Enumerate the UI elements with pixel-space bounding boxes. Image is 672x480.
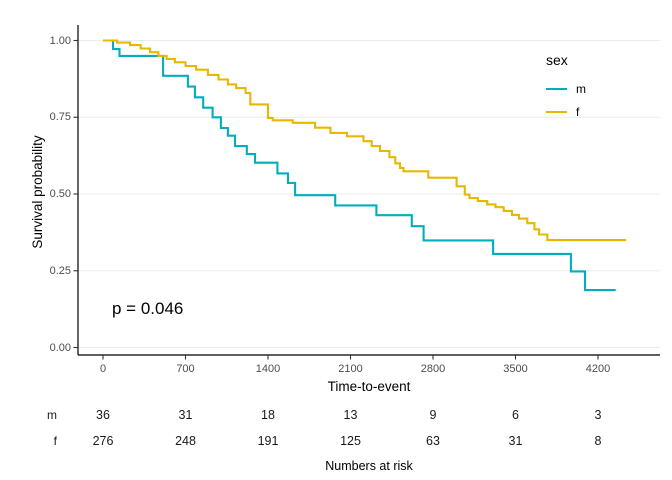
risk-count: 191 [257,434,279,448]
legend-label: m [576,81,586,96]
legend-label: f [576,104,580,119]
risk-count: 31 [178,408,193,422]
risk-count: 63 [426,434,440,448]
risk-row-label-m: m [47,408,57,422]
legend-key-line-f [546,110,567,113]
survival-curve-f [103,39,627,242]
x-tick-label: 2800 [420,363,446,375]
risk-row-label-f: f [53,434,57,448]
risk-count: 31 [508,434,523,448]
risk-count: 36 [96,408,110,422]
y-tick-label: 0.25 [49,264,71,277]
x-axis-title: Time-to-event [327,379,411,394]
x-tick-label: 2100 [338,363,363,375]
y-tick-label: 0.50 [49,188,71,200]
x-tick-label: 0 [99,363,107,375]
legend-item-m: m [546,77,586,100]
risk-count: 8 [594,434,602,448]
p-value-annotation: p = 0.046 [112,299,184,318]
risk-count: 125 [340,434,361,448]
legend-key-line-m [546,87,567,90]
y-tick-label: 0.00 [49,341,71,354]
x-tick-label: 4200 [585,363,611,375]
y-tick-label: 0.75 [49,111,71,124]
risk-count: 9 [429,408,437,422]
risk-count: 6 [512,408,519,422]
risk-count: 248 [175,434,196,448]
y-tick-label: 1.00 [49,34,71,47]
risk-table-caption: Numbers at risk [325,459,413,473]
risk-count: 276 [92,434,114,448]
x-tick-label: 1400 [255,363,281,375]
x-tick-label: 3500 [503,363,528,375]
risk-count: 13 [343,408,358,422]
survival-curve-m [103,39,616,292]
risk-count: 3 [594,408,602,422]
x-tick-label: 700 [176,363,195,375]
legend-item-f: f [546,100,586,123]
risk-count: 18 [261,408,275,422]
legend-title: sex [546,52,568,68]
